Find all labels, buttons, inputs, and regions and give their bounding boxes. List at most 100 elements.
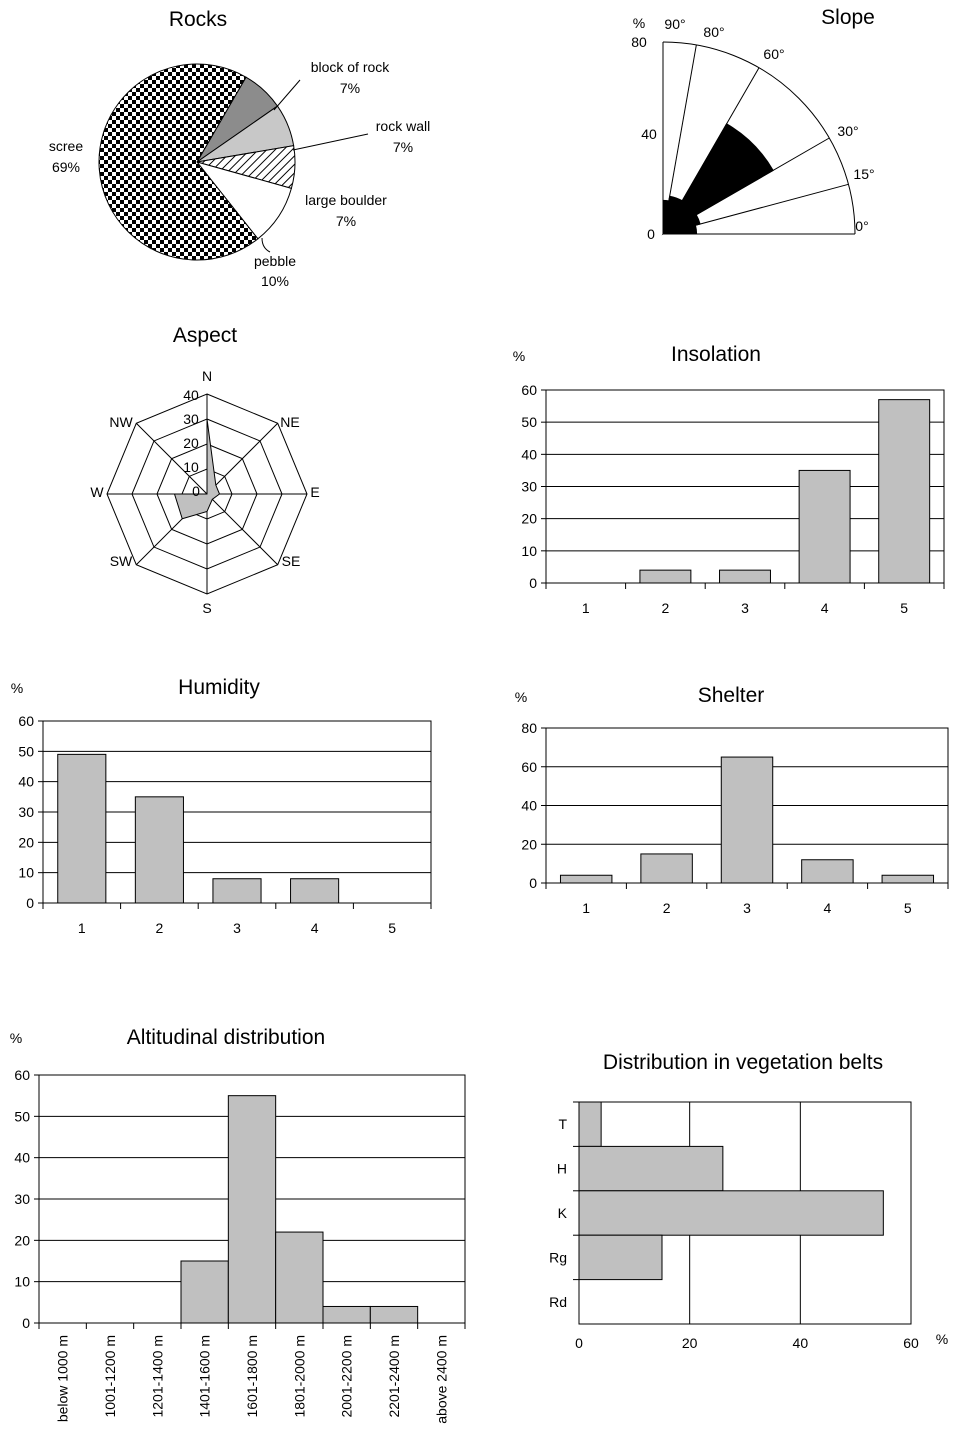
altitude-title: Altitudinal distribution [127, 1026, 325, 1049]
humidity-ylabel: % [11, 680, 23, 696]
insolation-xtick-5: 5 [900, 600, 908, 616]
slope-atick-15: 15° [853, 166, 874, 182]
vegetation-title: Distribution in vegetation belts [603, 1051, 883, 1074]
slope-atick-0: 0° [855, 218, 868, 234]
insolation-ytick-0: 0 [529, 575, 537, 591]
altitude-ytick-50: 50 [14, 1108, 30, 1124]
shelter-xtick-2: 2 [663, 900, 671, 916]
altitude-ylabel: % [10, 1030, 22, 1046]
shelter-bar-5 [881, 874, 935, 884]
rocks-slice-scree [98, 63, 259, 261]
slope-sectors [661, 123, 774, 236]
shelter-ylabel: % [515, 689, 527, 705]
vegetation-bar-rg [578, 1234, 663, 1281]
rocks-chart: Rocks block of rock 7% rock wall 7% larg… [49, 8, 430, 289]
vegetation-ytick-rd: Rd [549, 1294, 567, 1310]
humidity-plot: 0 10 20 30 40 50 60 1 2 3 4 5 [18, 713, 432, 936]
altitude-plot: 0 10 20 30 40 50 60 below 1000 m 1001-1200 m 1201… [14, 1067, 466, 1424]
rocks-value-block: 7% [340, 80, 360, 96]
shelter-xtick-1: 1 [582, 900, 590, 916]
slope-unit: % [633, 15, 645, 31]
vegetation-xlabel: % [936, 1331, 948, 1347]
altitude-ytick-20: 20 [14, 1232, 30, 1248]
rocks-label-block: block of rock [311, 59, 391, 75]
humidity-ytick-10: 10 [18, 865, 34, 881]
aspect-tick-40: 40 [183, 387, 199, 403]
aspect-title: Aspect [173, 324, 237, 347]
shelter-bar-3 [720, 756, 774, 884]
altitude-bar-5 [227, 1095, 277, 1324]
shelter-xtick-3: 3 [743, 900, 751, 916]
humidity-bar-4 [290, 878, 340, 904]
aspect-dir-e: E [310, 484, 319, 500]
insolation-bar-2 [639, 569, 692, 584]
humidity-ytick-60: 60 [18, 713, 34, 729]
humidity-ytick-20: 20 [18, 834, 34, 850]
aspect-dir-nw: NW [109, 414, 133, 430]
vegetation-bar-h [578, 1145, 724, 1192]
rocks-title: Rocks [169, 8, 227, 31]
shelter-ytick-80: 80 [521, 720, 537, 736]
altitude-xtick-3: 1201-1400 m [149, 1335, 165, 1418]
shelter-ytick-60: 60 [521, 759, 537, 775]
insolation-bar-3 [719, 569, 771, 584]
altitude-bar-7 [322, 1305, 371, 1324]
shelter-title: Shelter [698, 684, 765, 707]
slope-sector-60-80 [662, 195, 683, 235]
rocks-slices [98, 63, 296, 261]
shelter-bar-2 [640, 853, 693, 884]
insolation-xtick-4: 4 [821, 600, 829, 616]
shelter-xtick-4: 4 [824, 900, 832, 916]
insolation-xtick-3: 3 [741, 600, 749, 616]
humidity-xtick-4: 4 [311, 920, 319, 936]
aspect-dir-sw: SW [110, 553, 133, 569]
aspect-dir-n: N [202, 368, 212, 384]
insolation-ytick-50: 50 [521, 414, 537, 430]
rocks-value-boulder: 7% [336, 213, 356, 229]
vegetation-ytick-rg: Rg [549, 1249, 567, 1265]
slope-atick-30: 30° [837, 123, 858, 139]
altitude-ytick-60: 60 [14, 1067, 30, 1083]
rocks-label-wall: rock wall [376, 118, 430, 134]
rocks-label-pebble: pebble [254, 253, 296, 269]
shelter-ytick-20: 20 [521, 836, 537, 852]
insolation-ytick-30: 30 [521, 479, 537, 495]
rocks-value-pebble: 10% [261, 273, 289, 289]
rocks-label-scree: scree [49, 138, 83, 154]
altitude-xtick-9: above 2400 m [433, 1335, 449, 1424]
aspect-area [173, 418, 221, 520]
aspect-tick-20: 20 [183, 435, 199, 451]
altitude-ytick-40: 40 [14, 1150, 30, 1166]
altitude-xtick-6: 1801-2000 m [291, 1335, 307, 1418]
rocks-value-wall: 7% [393, 139, 413, 155]
slope-sector-30-60 [661, 123, 774, 236]
altitude-xtick-4: 1401-1600 m [197, 1335, 213, 1418]
slope-atick-80: 80° [703, 24, 724, 40]
vegetation-xtick-60: 60 [903, 1335, 919, 1351]
humidity-bar-1 [57, 753, 107, 904]
humidity-title: Humidity [178, 676, 260, 699]
aspect-dir-se: SE [282, 553, 301, 569]
insolation-ylabel: % [513, 348, 525, 364]
insolation-ytick-40: 40 [521, 446, 537, 462]
insolation-title: Insolation [671, 343, 761, 366]
insolation-bar-5 [878, 399, 931, 584]
rocks-leader-wall [292, 133, 369, 151]
altitude-bar-4 [180, 1260, 229, 1324]
altitude-ytick-0: 0 [22, 1315, 30, 1331]
aspect-dir-ne: NE [280, 414, 299, 430]
rocks-leader-block [273, 79, 301, 111]
humidity-ytick-0: 0 [26, 895, 34, 911]
altitude-ytick-30: 30 [14, 1191, 30, 1207]
humidity-ytick-30: 30 [18, 804, 34, 820]
shelter-ytick-40: 40 [521, 798, 537, 814]
insolation-plot: 0 10 20 30 40 50 60 1 2 3 4 5 [521, 382, 945, 616]
slope-rtick-80: 80 [631, 34, 647, 50]
aspect-spoke-se [206, 493, 279, 566]
altitude-bar-8 [369, 1305, 419, 1324]
shelter-plot: 0 20 40 60 80 1 2 3 4 5 [521, 720, 949, 916]
altitude-chart: Altitudinal distribution % 0 10 20 30 40 50 60… [10, 1026, 466, 1424]
rocks-value-scree: 69% [52, 159, 80, 175]
rocks-leader-pebble [261, 237, 271, 253]
